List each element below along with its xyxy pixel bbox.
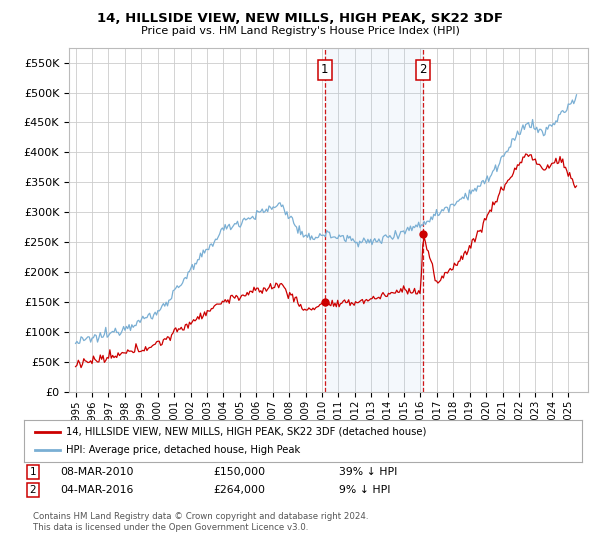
Text: 39% ↓ HPI: 39% ↓ HPI [339, 467, 397, 477]
Text: Price paid vs. HM Land Registry's House Price Index (HPI): Price paid vs. HM Land Registry's House … [140, 26, 460, 36]
Text: 14, HILLSIDE VIEW, NEW MILLS, HIGH PEAK, SK22 3DF (detached house): 14, HILLSIDE VIEW, NEW MILLS, HIGH PEAK,… [66, 427, 426, 437]
Text: 08-MAR-2010: 08-MAR-2010 [60, 467, 133, 477]
Text: 14, HILLSIDE VIEW, NEW MILLS, HIGH PEAK, SK22 3DF: 14, HILLSIDE VIEW, NEW MILLS, HIGH PEAK,… [97, 12, 503, 25]
Text: 1: 1 [29, 467, 37, 477]
Text: 9% ↓ HPI: 9% ↓ HPI [339, 485, 391, 495]
Text: 2: 2 [29, 485, 37, 495]
Text: 2: 2 [419, 63, 427, 77]
Text: Contains HM Land Registry data © Crown copyright and database right 2024.
This d: Contains HM Land Registry data © Crown c… [33, 512, 368, 532]
Text: HPI: Average price, detached house, High Peak: HPI: Average price, detached house, High… [66, 445, 300, 455]
Bar [325, 48, 423, 392]
Text: £264,000: £264,000 [213, 485, 265, 495]
Text: 04-MAR-2016: 04-MAR-2016 [60, 485, 133, 495]
Text: 1: 1 [321, 63, 328, 77]
Text: £150,000: £150,000 [213, 467, 265, 477]
